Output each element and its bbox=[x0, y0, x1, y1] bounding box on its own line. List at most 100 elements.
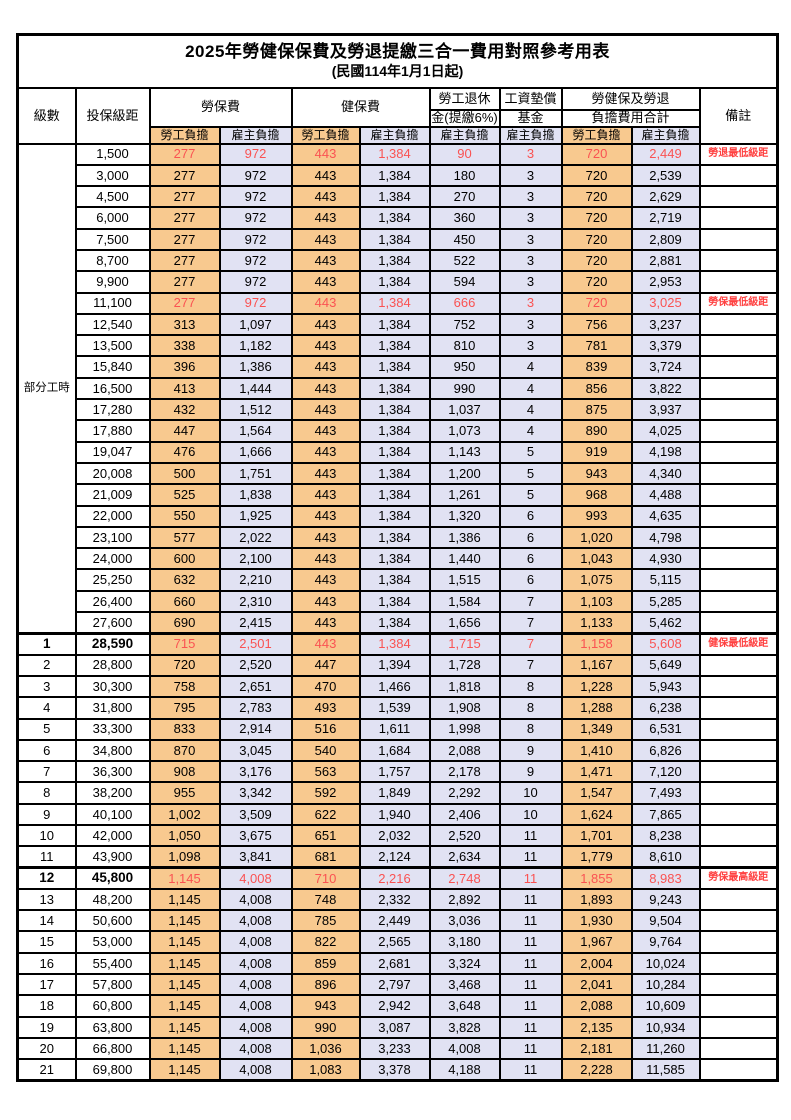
value-cell: 955 bbox=[148, 781, 221, 805]
value-cell: 11 bbox=[498, 930, 563, 954]
value-cell: 1,701 bbox=[560, 823, 633, 848]
table-row: 部分工時 1,500 277 972 443 1,384 90 3 720 2,449 勞退最低級距 bbox=[16, 142, 779, 635]
bracket-cell: 9,900 bbox=[74, 270, 151, 294]
table-row: 14 50,600 1,145 4,008 785 2,449 3,036 11 1,930 9,… bbox=[16, 909, 779, 933]
header-level: 級數 bbox=[16, 86, 77, 145]
value-cell: 7 bbox=[498, 653, 563, 677]
value-cell: 859 bbox=[290, 951, 361, 976]
value-cell: 8,610 bbox=[630, 845, 701, 869]
value-cell: 443 bbox=[290, 461, 361, 486]
bracket-cell: 43,900 bbox=[74, 845, 151, 869]
note-cell bbox=[698, 334, 779, 358]
value-cell: 1,288 bbox=[560, 696, 633, 720]
table-row: 17,280 432 1,512 443 1,384 1,037 4 875 3,937 bbox=[18, 398, 779, 422]
value-cell: 1,384 bbox=[358, 589, 431, 614]
value-cell: 2,881 bbox=[630, 248, 701, 273]
bracket-cell: 40,100 bbox=[74, 802, 151, 827]
value-cell: 875 bbox=[560, 398, 633, 422]
value-cell: 4,025 bbox=[630, 419, 701, 443]
table-row: 11,100 277 972 443 1,384 666 3 720 3,025 勞保最低級距 bbox=[18, 291, 779, 315]
value-cell: 1,145 bbox=[148, 909, 221, 933]
level-cell: 3 bbox=[16, 674, 77, 699]
value-cell: 1,384 bbox=[358, 355, 431, 379]
value-cell: 1,384 bbox=[358, 504, 431, 528]
value-cell: 1,757 bbox=[358, 760, 431, 784]
value-cell: 3,087 bbox=[358, 1015, 431, 1039]
header-health-fee: 健保費 bbox=[290, 86, 431, 128]
value-cell: 1,384 bbox=[358, 334, 431, 358]
value-cell: 3 bbox=[498, 312, 563, 337]
value-cell: 1,145 bbox=[148, 973, 221, 997]
value-cell: 2,449 bbox=[358, 909, 431, 933]
value-cell: 1,145 bbox=[148, 887, 221, 912]
value-cell: 1,384 bbox=[358, 270, 431, 294]
value-cell: 3,045 bbox=[218, 738, 293, 763]
table-row: 17,880 447 1,564 443 1,384 1,073 4 890 4,025 bbox=[18, 419, 779, 443]
value-cell: 1,386 bbox=[428, 525, 501, 550]
value-cell: 1,158 bbox=[560, 631, 633, 656]
value-cell: 968 bbox=[560, 483, 633, 507]
note-cell bbox=[698, 312, 779, 337]
value-cell: 1,145 bbox=[148, 930, 221, 954]
value-cell: 1,444 bbox=[218, 376, 293, 401]
note-cell bbox=[698, 930, 779, 954]
value-cell: 720 bbox=[560, 248, 633, 273]
note-cell bbox=[698, 355, 779, 379]
value-cell: 7,493 bbox=[630, 781, 701, 805]
value-cell: 6,238 bbox=[630, 696, 701, 720]
value-cell: 720 bbox=[560, 163, 633, 188]
bracket-cell: 38,200 bbox=[74, 781, 151, 805]
note-cell bbox=[698, 717, 779, 741]
value-cell: 1,384 bbox=[358, 248, 431, 273]
subheader-labor-employer: 雇主負擔 bbox=[218, 125, 293, 145]
value-cell: 1,684 bbox=[358, 738, 431, 763]
value-cell: 4,930 bbox=[630, 547, 701, 571]
value-cell: 2,088 bbox=[560, 994, 633, 1018]
value-cell: 2,629 bbox=[630, 185, 701, 209]
table-row: 7 36,300 908 3,176 563 1,757 2,178 9 1,471 7,120 bbox=[16, 760, 779, 784]
table-row: 20,008 500 1,751 443 1,384 1,200 5 943 4,340 bbox=[18, 461, 779, 486]
level-cell: 7 bbox=[16, 760, 77, 784]
header-labor-fee: 勞保費 bbox=[148, 86, 293, 128]
premium-reference-table: 2025年勞健保保費及勞退提繳三合一費用對照參考用表 (民國114年1月1日起)… bbox=[16, 33, 780, 1083]
value-cell: 4,008 bbox=[218, 1015, 293, 1039]
value-cell: 5,943 bbox=[630, 674, 701, 699]
table-row: 22,000 550 1,925 443 1,384 1,320 6 993 4,635 bbox=[18, 504, 779, 528]
value-cell: 972 bbox=[218, 142, 293, 166]
value-cell: 1,930 bbox=[560, 909, 633, 933]
value-cell: 1,624 bbox=[560, 802, 633, 827]
header-wage-fund-line1: 工資墊償 bbox=[498, 86, 563, 111]
value-cell: 2,228 bbox=[560, 1058, 633, 1082]
note-cell bbox=[698, 653, 779, 677]
note-cell bbox=[698, 185, 779, 209]
value-cell: 1,384 bbox=[358, 206, 431, 230]
value-cell: 1,384 bbox=[358, 398, 431, 422]
value-cell: 1,133 bbox=[560, 611, 633, 635]
value-cell: 1,349 bbox=[560, 717, 633, 741]
note-cell bbox=[698, 589, 779, 614]
value-cell: 3 bbox=[498, 206, 563, 230]
value-cell: 908 bbox=[148, 760, 221, 784]
value-cell: 720 bbox=[560, 206, 633, 230]
value-cell: 3 bbox=[498, 163, 563, 188]
bracket-cell: 42,000 bbox=[74, 823, 151, 848]
value-cell: 360 bbox=[428, 206, 501, 230]
bracket-cell: 69,800 bbox=[74, 1058, 151, 1082]
value-cell: 516 bbox=[290, 717, 361, 741]
table-row: 15 53,000 1,145 4,008 822 2,565 3,180 11 1,967 9,… bbox=[16, 930, 779, 954]
bracket-cell: 23,100 bbox=[74, 525, 151, 550]
value-cell: 2,135 bbox=[560, 1015, 633, 1039]
bracket-cell: 30,300 bbox=[74, 674, 151, 699]
value-cell: 3 bbox=[498, 142, 563, 166]
level-cell: 6 bbox=[16, 738, 77, 763]
value-cell: 1,471 bbox=[560, 760, 633, 784]
header-note: 備註 bbox=[698, 86, 779, 145]
value-cell: 540 bbox=[290, 738, 361, 763]
value-cell: 443 bbox=[290, 398, 361, 422]
value-cell: 11,260 bbox=[630, 1036, 701, 1061]
value-cell: 10 bbox=[498, 781, 563, 805]
value-cell: 632 bbox=[148, 568, 221, 592]
table-row: 3,000 277 972 443 1,384 180 3 720 2,539 bbox=[18, 163, 779, 188]
level-cell: 11 bbox=[16, 845, 77, 869]
value-cell: 720 bbox=[560, 185, 633, 209]
